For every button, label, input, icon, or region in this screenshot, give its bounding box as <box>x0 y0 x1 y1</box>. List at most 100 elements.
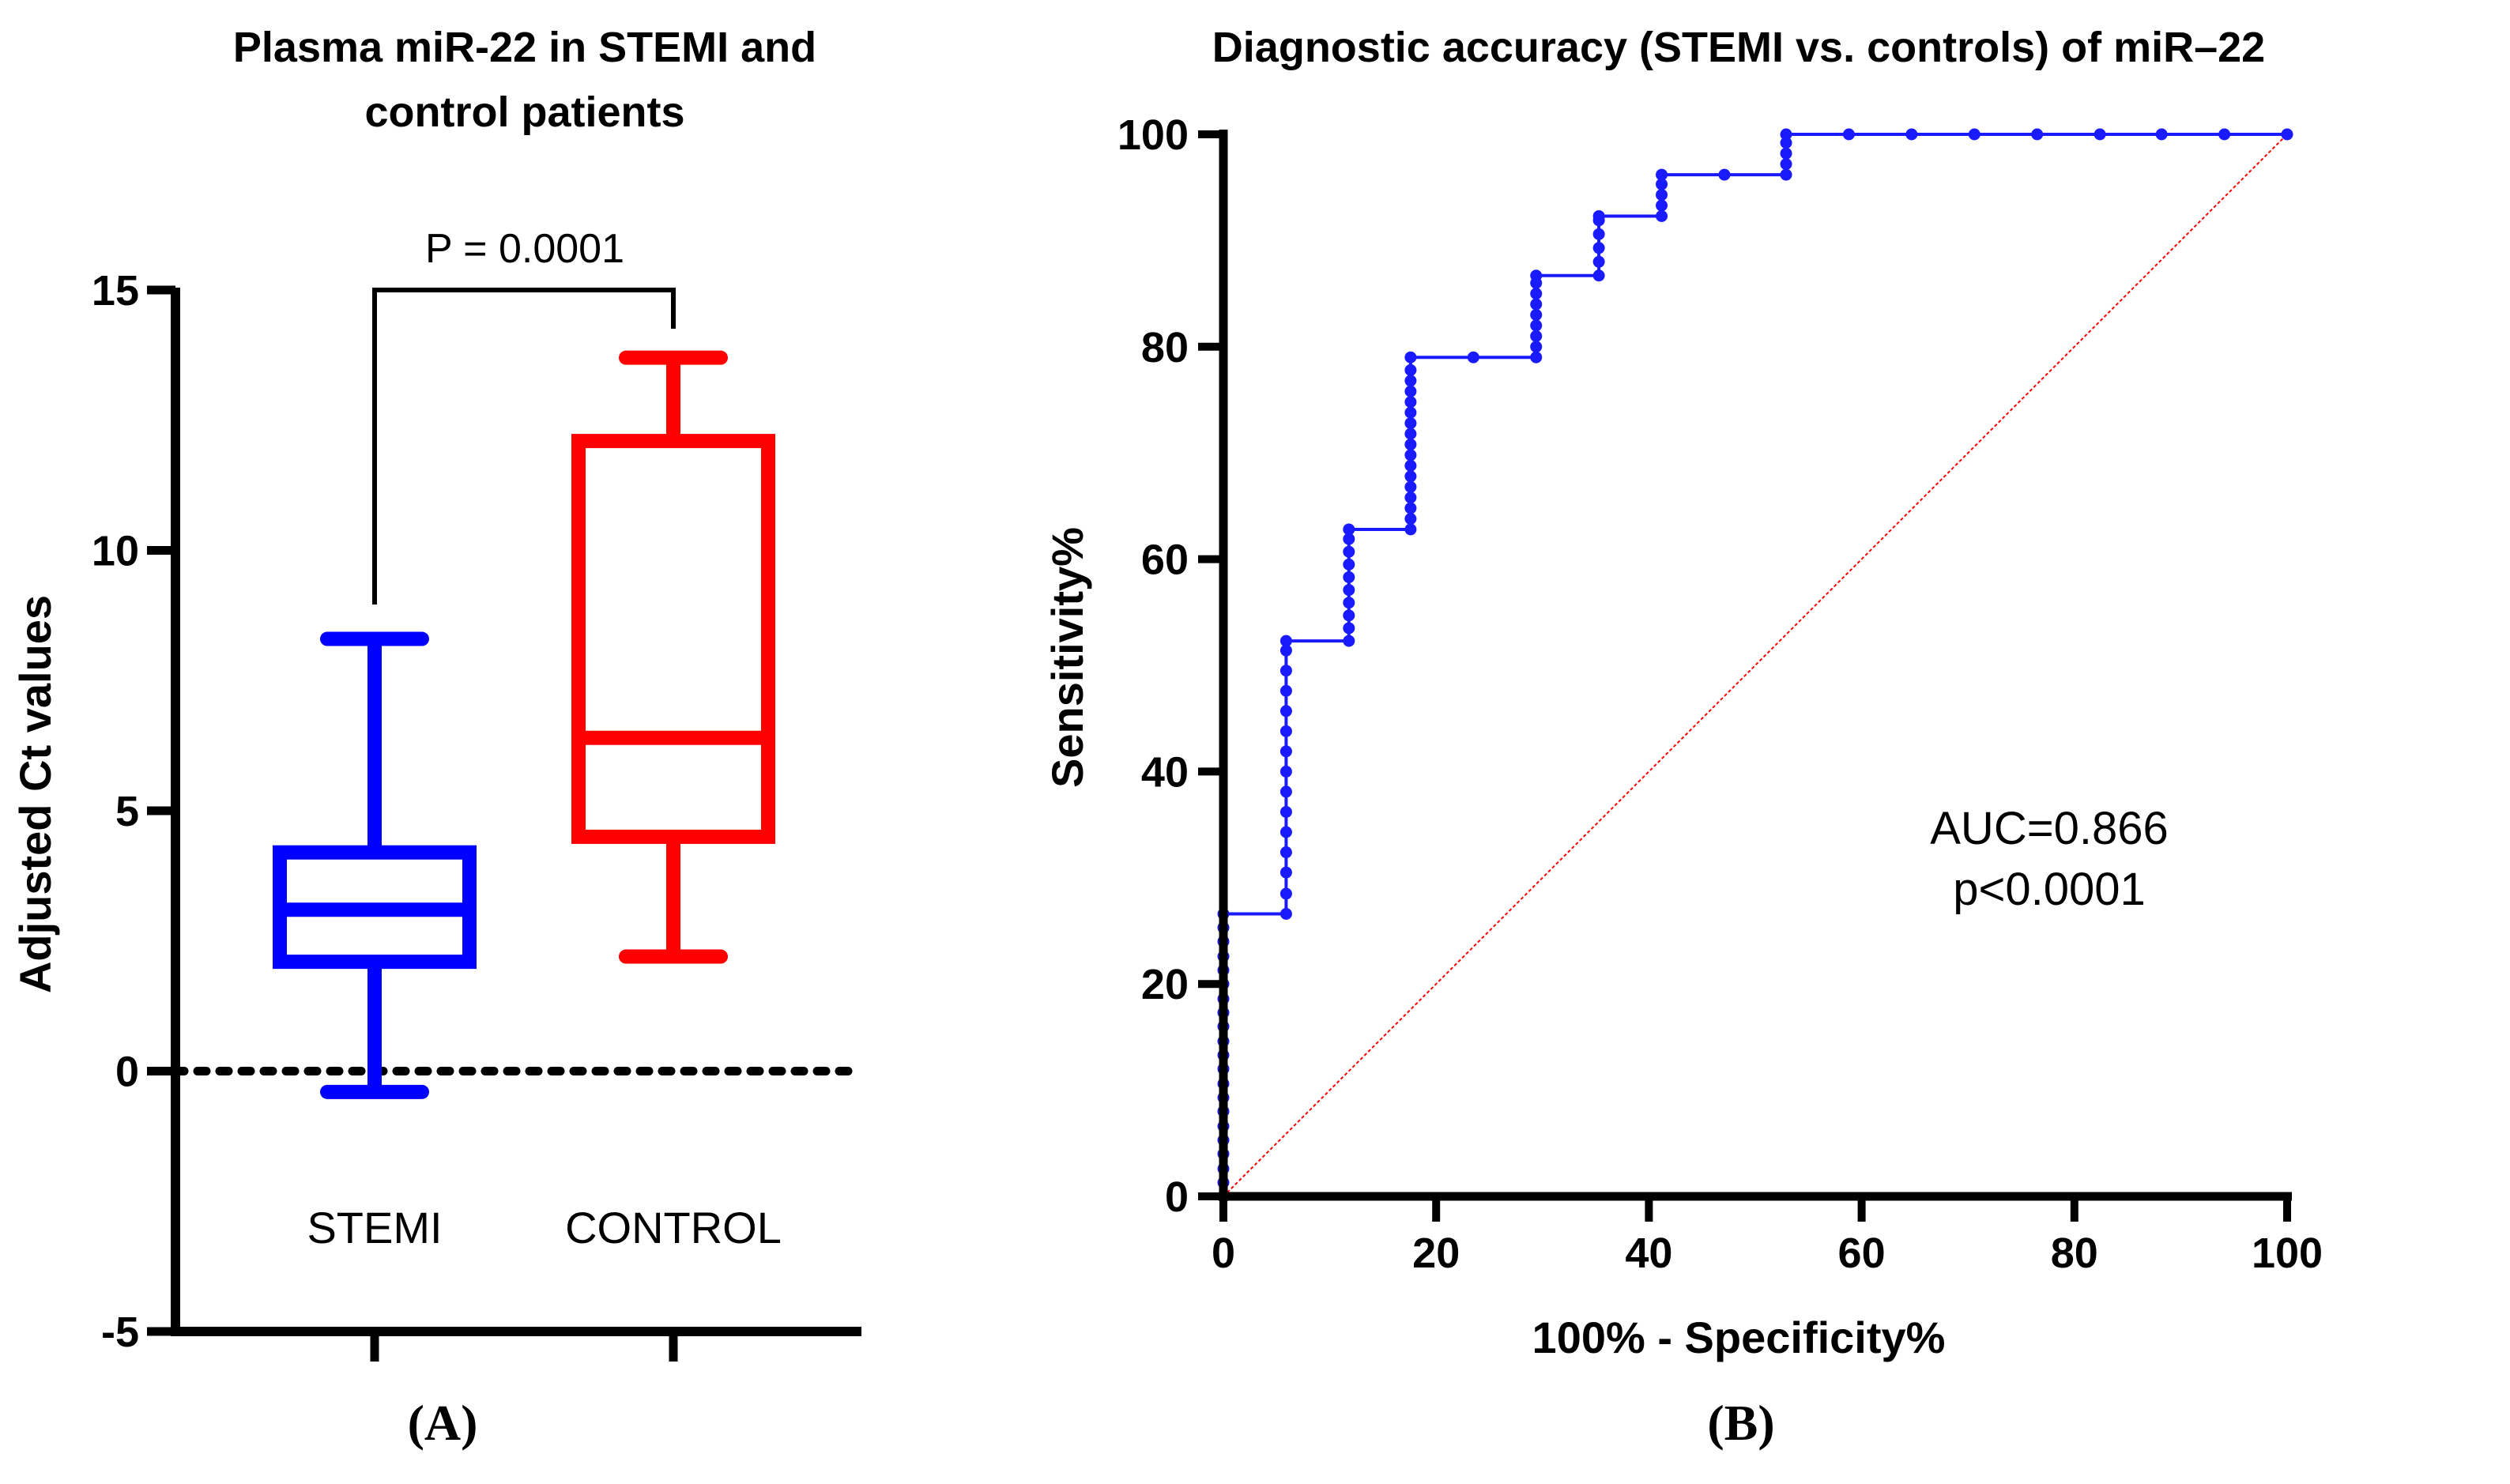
roc-x-axis-label: 100% - Specificity% <box>1532 1313 1946 1362</box>
auc-label: AUC=0.866 <box>1930 803 2168 854</box>
roc-point <box>1530 269 1543 282</box>
roc-point <box>1343 597 1355 609</box>
roc-point <box>1279 765 1292 778</box>
box-stemi <box>273 631 477 1099</box>
roc-point <box>1404 470 1417 483</box>
roc-point <box>1279 846 1292 859</box>
p-value-label: P = 0.0001 <box>425 226 624 272</box>
roc-point <box>1842 128 1855 141</box>
y-tick-label: 15 <box>92 267 139 315</box>
roc-point <box>1279 705 1292 718</box>
roc-point <box>1780 158 1792 171</box>
roc-point <box>1780 168 1792 181</box>
roc-point <box>1343 622 1355 635</box>
roc-panel: Diagnostic accuracy (STEMI vs. controls)… <box>1042 24 2323 1451</box>
roc-point <box>1343 558 1355 571</box>
roc-point <box>1656 178 1668 190</box>
roc-point <box>1780 147 1792 160</box>
roc-point <box>1530 288 1543 300</box>
roc-point <box>1279 665 1292 677</box>
roc-point <box>1279 644 1292 657</box>
roc-point <box>1404 396 1417 409</box>
roc-point <box>1530 341 1543 353</box>
roc-point <box>1343 609 1355 622</box>
roc-point <box>1718 168 1731 181</box>
y-tick-label: 5 <box>115 788 139 835</box>
roc-point <box>1530 330 1543 342</box>
roc-point <box>1905 128 1918 141</box>
roc-point <box>1530 319 1543 332</box>
box-plot-y-axis-label: Adjusted Ct values <box>10 595 60 993</box>
roc-point <box>2155 128 2168 141</box>
roc-point <box>1404 449 1417 461</box>
roc-point <box>1279 907 1292 920</box>
roc-point <box>1343 584 1355 597</box>
y-tick-label: 0 <box>1165 1173 1189 1221</box>
roc-point <box>1404 502 1417 514</box>
roc-point <box>1404 351 1417 363</box>
y-tick-label: 0 <box>115 1049 139 1096</box>
roc-point <box>1279 725 1292 737</box>
roc-point <box>1592 269 1605 282</box>
box-plot-panel: Plasma miR-22 in STEMI and control patie… <box>10 24 862 1451</box>
roc-point <box>1343 545 1355 558</box>
x-tick-label: 0 <box>1212 1230 1235 1277</box>
x-tick-label: 40 <box>1625 1230 1672 1277</box>
roc-point <box>1592 209 1605 222</box>
box-control <box>571 350 775 964</box>
roc-point <box>1530 351 1543 363</box>
x-tick-label: 20 <box>1412 1230 1460 1277</box>
reference-diagonal <box>1223 134 2288 1197</box>
y-tick-label: 60 <box>1141 537 1189 584</box>
roc-point <box>1279 887 1292 900</box>
roc-p-value-label: p<0.0001 <box>1953 864 2146 915</box>
y-tick-label: 20 <box>1141 961 1189 1008</box>
roc-point <box>2094 128 2106 141</box>
roc-point <box>1279 826 1292 838</box>
roc-point <box>1530 308 1543 321</box>
roc-point <box>1343 523 1355 536</box>
roc-point <box>1404 438 1417 450</box>
y-tick-label: 10 <box>92 528 139 575</box>
y-tick-label: -5 <box>101 1309 139 1356</box>
roc-point <box>1592 228 1605 240</box>
roc-point <box>1404 417 1417 430</box>
roc-point <box>1279 684 1292 697</box>
bracket-line <box>372 288 676 605</box>
roc-point <box>1404 375 1417 387</box>
roc-point <box>1279 785 1292 798</box>
roc-y-axis-label: Sensitivity% <box>1042 527 1092 788</box>
roc-point <box>1592 255 1605 268</box>
roc-axes <box>1219 130 2292 1201</box>
roc-point <box>1656 168 1668 181</box>
group-label-control: CONTROL <box>565 1203 782 1252</box>
roc-point <box>1343 635 1355 647</box>
box-plot-title-line1: Plasma miR-22 in STEMI and <box>233 24 816 71</box>
roc-curve-group <box>1217 128 2293 1203</box>
box-plot-axes <box>171 288 862 1362</box>
roc-point <box>1656 209 1668 222</box>
roc-point <box>1404 427 1417 440</box>
roc-x-ticks: 0 20 40 60 80 100 <box>1212 1196 2323 1277</box>
roc-point <box>1404 406 1417 419</box>
roc-point <box>1656 199 1668 212</box>
x-tick-label: 80 <box>2051 1230 2098 1277</box>
panel-label-a: (A) <box>408 1395 478 1451</box>
roc-point <box>1404 459 1417 472</box>
roc-point <box>1404 492 1417 504</box>
iqr-box <box>571 434 775 844</box>
roc-point <box>1780 137 1792 149</box>
significance-bracket <box>372 288 676 605</box>
panel-label-b: (B) <box>1707 1395 1774 1451</box>
x-tick-label: 100 <box>2252 1230 2323 1277</box>
roc-point <box>1780 128 1792 141</box>
box-plot-title-line2: control patients <box>364 89 684 136</box>
reference-line-group <box>1223 134 2288 1197</box>
roc-point <box>1404 513 1417 525</box>
roc-point <box>1279 745 1292 758</box>
roc-point <box>1279 866 1292 879</box>
roc-point <box>1279 805 1292 818</box>
roc-point <box>1404 480 1417 493</box>
roc-point <box>1467 351 1479 363</box>
y-tick-label: 80 <box>1141 324 1189 371</box>
